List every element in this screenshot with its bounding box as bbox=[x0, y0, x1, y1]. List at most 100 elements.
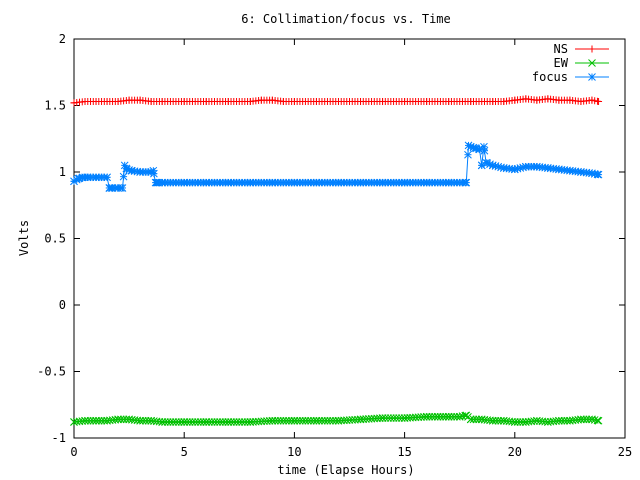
data-point-focus bbox=[594, 170, 603, 179]
data-point-ew bbox=[235, 418, 244, 426]
data-point-ew bbox=[268, 416, 277, 425]
data-point-ew bbox=[238, 418, 246, 426]
data-point-ew bbox=[243, 418, 252, 426]
data-point-focus bbox=[488, 161, 497, 170]
data-point-ew bbox=[370, 414, 379, 423]
data-point-ew bbox=[420, 413, 428, 421]
data-point-ew bbox=[265, 417, 274, 425]
data-point-ew bbox=[169, 418, 178, 426]
data-point-ew bbox=[417, 413, 425, 421]
data-point-ew bbox=[166, 418, 175, 426]
data-point-ew bbox=[348, 416, 357, 424]
data-point-focus bbox=[471, 144, 479, 152]
data-point-ew bbox=[83, 416, 92, 425]
data-point-ew bbox=[546, 417, 555, 426]
data-point-ew bbox=[334, 416, 343, 425]
data-point-ew bbox=[466, 415, 475, 424]
data-point-ew bbox=[384, 414, 392, 422]
data-point-ew bbox=[114, 415, 122, 424]
data-point-focus bbox=[499, 164, 508, 172]
data-point-ew bbox=[359, 415, 368, 424]
data-point-ew bbox=[364, 415, 373, 423]
data-point-focus bbox=[400, 178, 409, 187]
data-point-ew bbox=[450, 412, 459, 421]
data-point-ew bbox=[544, 418, 552, 426]
y-tick-label: 1.5 bbox=[44, 99, 66, 113]
data-point-ew bbox=[521, 418, 530, 426]
data-point-ew bbox=[499, 416, 508, 425]
chart-title: 6: Collimation/focus vs. Time bbox=[241, 12, 451, 26]
data-point-ew bbox=[183, 418, 191, 426]
data-point-ew bbox=[97, 416, 106, 425]
data-point-ew bbox=[116, 415, 125, 424]
data-point-focus bbox=[588, 169, 596, 178]
data-point-ew bbox=[318, 416, 326, 425]
data-point-ew bbox=[81, 416, 89, 425]
y-tick-label: 0.5 bbox=[44, 232, 66, 246]
data-point-focus bbox=[480, 142, 488, 151]
x-tick-label: 0 bbox=[70, 445, 77, 459]
data-point-ew bbox=[320, 416, 329, 425]
legend-label-ns: NS bbox=[554, 42, 568, 56]
data-point-ew bbox=[566, 416, 574, 425]
data-point-focus bbox=[202, 178, 211, 187]
data-point-ew bbox=[249, 418, 257, 426]
data-point-focus bbox=[150, 169, 158, 178]
data-point-focus bbox=[92, 173, 100, 182]
data-point-focus bbox=[555, 165, 563, 174]
data-point-ew bbox=[530, 417, 538, 425]
data-point-ew bbox=[304, 416, 313, 425]
data-point-focus bbox=[378, 178, 387, 187]
x-axis-label: time (Elapse Hours) bbox=[277, 463, 414, 477]
data-point-focus bbox=[566, 166, 574, 175]
data-point-ew bbox=[100, 416, 109, 425]
data-point-ew bbox=[422, 412, 431, 421]
data-point-ew bbox=[433, 412, 442, 421]
data-point-ew bbox=[560, 416, 569, 425]
data-point-ew bbox=[216, 418, 224, 426]
data-point-ew bbox=[293, 416, 302, 425]
data-point-focus bbox=[158, 178, 167, 187]
data-point-ew bbox=[472, 415, 481, 424]
data-point-focus bbox=[462, 178, 471, 187]
data-point-ew bbox=[224, 418, 233, 426]
data-point-ew bbox=[516, 418, 525, 426]
data-point-ew bbox=[276, 416, 285, 425]
data-point-ew bbox=[428, 412, 437, 421]
legend-item-ew: EW bbox=[554, 56, 609, 70]
data-point-ew bbox=[425, 412, 434, 421]
data-point-ew bbox=[282, 416, 290, 425]
data-point-ew bbox=[141, 416, 150, 425]
data-point-focus bbox=[312, 178, 321, 187]
data-point-ew bbox=[555, 416, 563, 425]
data-point-ew bbox=[180, 418, 189, 426]
data-point-focus bbox=[119, 172, 128, 181]
data-point-ew bbox=[491, 416, 500, 425]
data-point-ew bbox=[552, 417, 560, 425]
data-point-focus bbox=[123, 165, 131, 174]
data-point-ew bbox=[177, 418, 186, 426]
x-tick-label: 20 bbox=[508, 445, 522, 459]
data-point-ew bbox=[395, 414, 403, 422]
data-point-focus bbox=[422, 178, 431, 187]
data-point-ew bbox=[462, 411, 471, 420]
data-point-ew bbox=[257, 417, 266, 426]
y-tick-label: -0.5 bbox=[37, 365, 66, 379]
data-point-ew bbox=[574, 415, 583, 424]
x-tick-label: 5 bbox=[181, 445, 188, 459]
data-point-ew bbox=[326, 416, 335, 425]
data-point-ew bbox=[271, 416, 279, 425]
data-point-ew bbox=[549, 417, 558, 426]
series-layer bbox=[70, 95, 603, 426]
data-point-ew bbox=[524, 417, 533, 426]
data-point-focus bbox=[246, 178, 255, 187]
data-point-ew bbox=[342, 416, 351, 425]
data-point-ew bbox=[392, 414, 401, 422]
data-point-ew bbox=[323, 416, 332, 425]
data-point-focus bbox=[510, 165, 519, 174]
data-point-focus bbox=[120, 161, 129, 170]
data-point-focus bbox=[290, 178, 299, 187]
data-point-ew bbox=[519, 418, 527, 426]
data-point-ew bbox=[431, 412, 439, 421]
